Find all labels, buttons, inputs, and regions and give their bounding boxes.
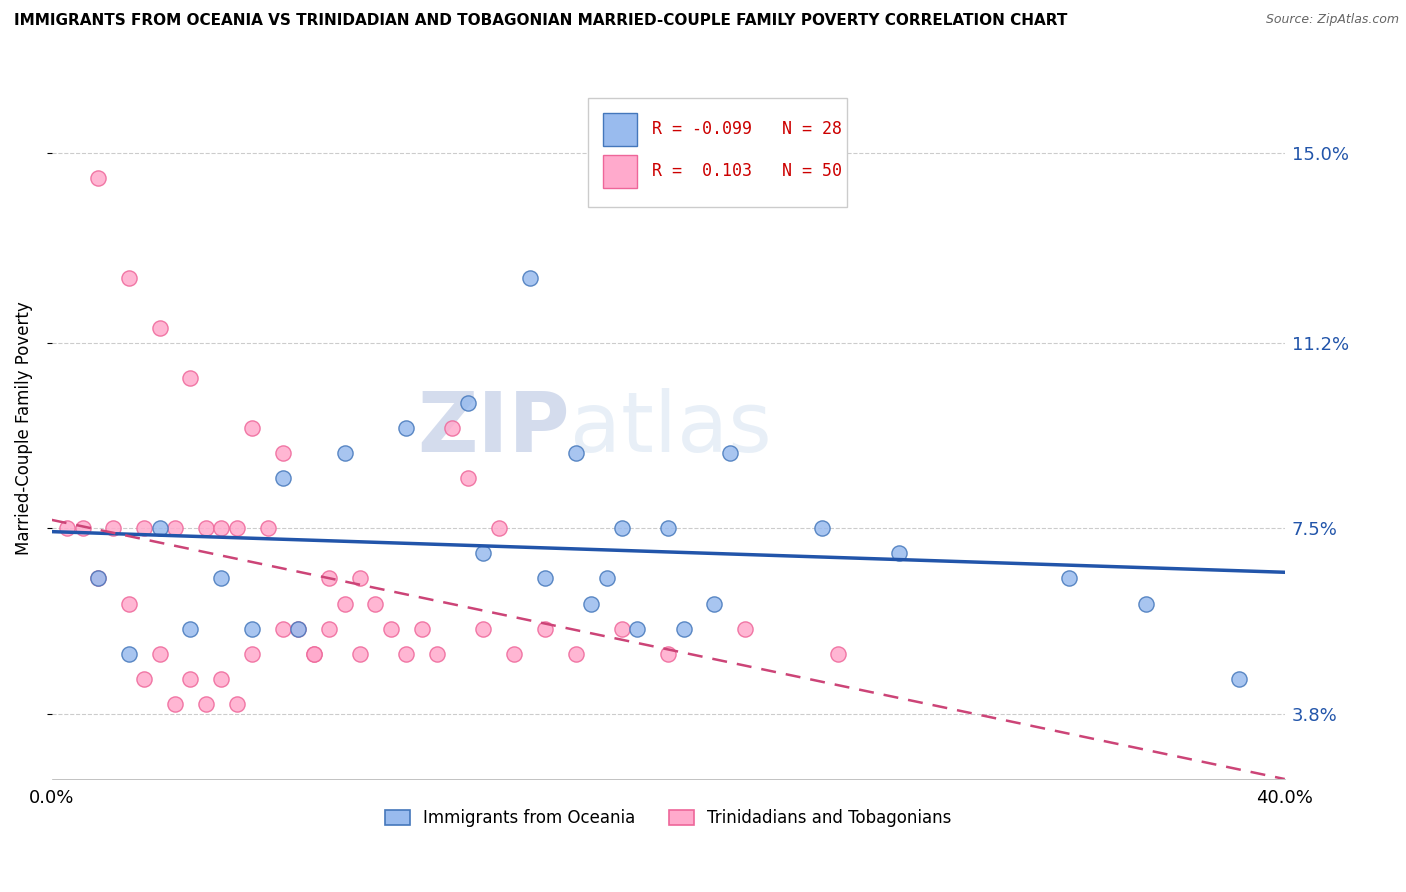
Point <box>657 521 679 535</box>
Point <box>734 622 756 636</box>
Text: ZIP: ZIP <box>418 388 569 468</box>
Point <box>87 170 110 185</box>
Text: Source: ZipAtlas.com: Source: ZipAtlas.com <box>1265 13 1399 27</box>
Point <box>411 622 433 636</box>
Legend: Immigrants from Oceania, Trinidadians and Tobagonians: Immigrants from Oceania, Trinidadians an… <box>378 803 959 834</box>
Point <box>209 521 232 535</box>
Point <box>240 647 263 661</box>
Point <box>287 622 309 636</box>
FancyBboxPatch shape <box>603 154 637 188</box>
Point <box>827 647 849 661</box>
Point <box>441 421 464 435</box>
Point <box>179 672 201 686</box>
Point <box>225 697 247 711</box>
Point <box>287 622 309 636</box>
Point <box>118 597 141 611</box>
Point <box>718 446 741 460</box>
Point <box>703 597 725 611</box>
Y-axis label: Married-Couple Family Poverty: Married-Couple Family Poverty <box>15 301 32 555</box>
Point <box>225 521 247 535</box>
Point <box>579 597 602 611</box>
Point <box>811 521 834 535</box>
Point <box>209 672 232 686</box>
Point <box>380 622 402 636</box>
Point <box>318 622 340 636</box>
Point <box>457 471 479 485</box>
Text: atlas: atlas <box>569 388 772 468</box>
Point <box>134 521 156 535</box>
Point <box>318 572 340 586</box>
Point <box>194 521 217 535</box>
Point <box>302 647 325 661</box>
Point <box>1135 597 1157 611</box>
Point <box>179 371 201 385</box>
Point <box>565 446 588 460</box>
Point <box>149 521 172 535</box>
Point <box>1057 572 1080 586</box>
Point <box>134 672 156 686</box>
Point <box>395 647 418 661</box>
Point <box>271 622 294 636</box>
Point <box>333 597 356 611</box>
Point <box>56 521 79 535</box>
Point <box>103 521 125 535</box>
Point <box>610 622 633 636</box>
Point <box>240 622 263 636</box>
Point <box>87 572 110 586</box>
Point <box>426 647 449 661</box>
Point <box>349 647 371 661</box>
Text: IMMIGRANTS FROM OCEANIA VS TRINIDADIAN AND TOBAGONIAN MARRIED-COUPLE FAMILY POVE: IMMIGRANTS FROM OCEANIA VS TRINIDADIAN A… <box>14 13 1067 29</box>
Point <box>626 622 648 636</box>
Point <box>240 421 263 435</box>
Text: R =  0.103   N = 50: R = 0.103 N = 50 <box>652 162 842 180</box>
Point <box>395 421 418 435</box>
Point <box>87 572 110 586</box>
Point <box>457 396 479 410</box>
Point <box>519 271 541 285</box>
Point <box>349 572 371 586</box>
Point <box>534 622 557 636</box>
Point <box>118 647 141 661</box>
Point <box>472 622 495 636</box>
Point <box>333 446 356 460</box>
Point <box>165 521 187 535</box>
Text: R = -0.099   N = 28: R = -0.099 N = 28 <box>652 120 842 138</box>
Point <box>595 572 617 586</box>
Point <box>72 521 94 535</box>
Point <box>565 647 588 661</box>
Point <box>165 697 187 711</box>
Point <box>657 647 679 661</box>
Point <box>889 546 911 560</box>
Point <box>149 647 172 661</box>
Point <box>534 572 557 586</box>
Point <box>256 521 278 535</box>
Point <box>503 647 526 661</box>
Point <box>364 597 387 611</box>
Point <box>194 697 217 711</box>
Point <box>149 321 172 335</box>
Point <box>209 572 232 586</box>
Point <box>118 271 141 285</box>
Point <box>472 546 495 560</box>
Point <box>302 647 325 661</box>
Point <box>672 622 695 636</box>
Point <box>271 471 294 485</box>
Point <box>1227 672 1250 686</box>
FancyBboxPatch shape <box>603 112 637 146</box>
Point <box>488 521 510 535</box>
Point <box>271 446 294 460</box>
Point <box>179 622 201 636</box>
FancyBboxPatch shape <box>588 98 846 207</box>
Point <box>610 521 633 535</box>
